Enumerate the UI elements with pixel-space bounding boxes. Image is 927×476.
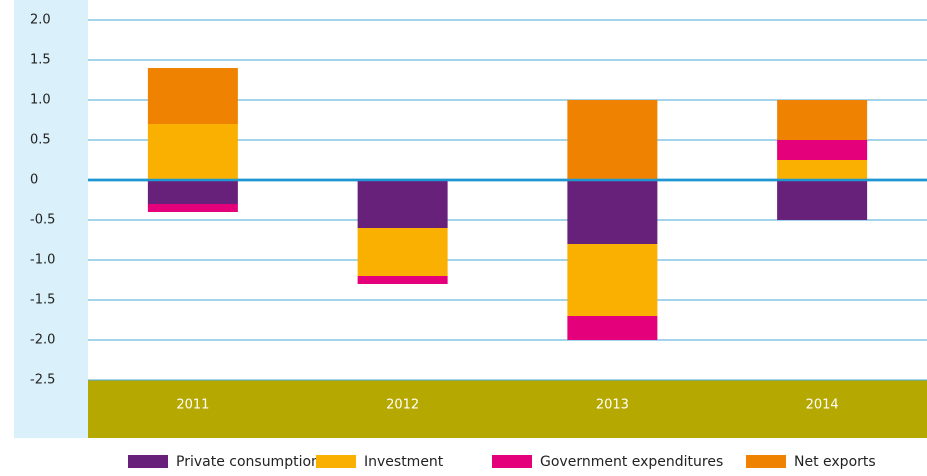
bar-segment — [147, 68, 238, 124]
y-tick-label: 2.0 — [30, 13, 51, 28]
bar-segment — [567, 244, 658, 316]
bar-segment — [777, 160, 868, 180]
legend-swatch — [316, 455, 356, 468]
y-tick-label: 1.5 — [30, 53, 51, 68]
bar-segment — [147, 204, 238, 212]
bar-segment — [777, 140, 868, 160]
bar-segment — [567, 180, 658, 244]
bar-segment — [567, 316, 658, 340]
x-tick-label: 2013 — [596, 398, 629, 413]
y-tick-label: -1.5 — [30, 293, 55, 308]
y-tick-label: -2.0 — [30, 333, 55, 348]
y-tick-label: -1.0 — [30, 253, 55, 268]
legend-swatch — [492, 455, 532, 468]
legend-label: Government expenditures — [540, 454, 723, 470]
legend-swatch — [746, 455, 786, 468]
y-tick-label: 0.5 — [30, 133, 51, 148]
y-tick-label: -0.5 — [30, 213, 55, 228]
bar-segment — [357, 276, 448, 284]
y-tick-label: 0 — [30, 173, 38, 188]
legend-label: Private consumption — [176, 454, 320, 470]
bar-segment — [777, 100, 868, 140]
bar-segment — [777, 180, 868, 220]
x-tick-label: 2011 — [176, 398, 209, 413]
x-tick-label: 2012 — [386, 398, 419, 413]
legend-label: Investment — [364, 454, 444, 470]
legend-swatch — [128, 455, 168, 468]
bar-segment — [357, 180, 448, 228]
x-tick-label: 2014 — [806, 398, 839, 413]
legend-label: Net exports — [794, 454, 876, 470]
y-tick-label: 1.0 — [30, 93, 51, 108]
y-tick-label: -2.5 — [30, 373, 55, 388]
bar-segment — [567, 100, 658, 180]
bar-segment — [147, 180, 238, 204]
axis-panel — [14, 0, 88, 438]
bar-segment — [357, 228, 448, 276]
bar-segment — [147, 124, 238, 180]
category-band — [88, 380, 927, 438]
